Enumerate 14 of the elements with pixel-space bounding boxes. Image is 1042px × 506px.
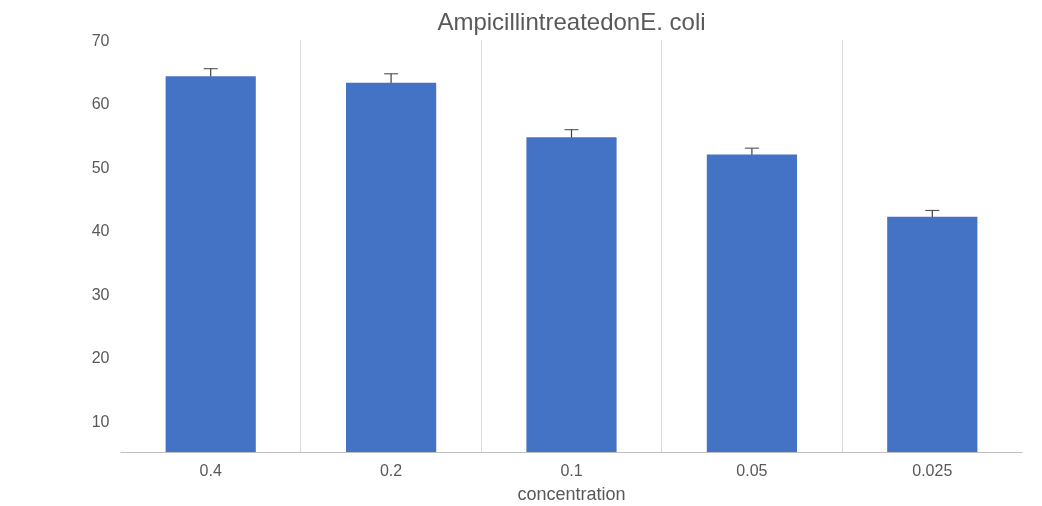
y-tick-label: 10 (91, 412, 110, 430)
y-tick-label: 30 (91, 285, 110, 303)
x-tick-label: 0.025 (912, 461, 953, 479)
chart-title: AmpicillintreatedonE. coli (437, 7, 706, 35)
x-tick-label: 0.1 (560, 461, 583, 479)
y-tick-label: 50 (91, 158, 110, 176)
x-tick-label: 0.05 (736, 461, 768, 479)
y-tick-label: 40 (91, 222, 110, 240)
y-tick-label: 20 (91, 349, 110, 367)
x-axis-title: concentration (517, 483, 626, 504)
x-tick-label: 0.2 (379, 461, 403, 479)
y-tick-label: 70 (91, 31, 110, 49)
x-tick-label: 0.4 (199, 461, 222, 479)
y-tick-label: 60 (91, 95, 110, 113)
